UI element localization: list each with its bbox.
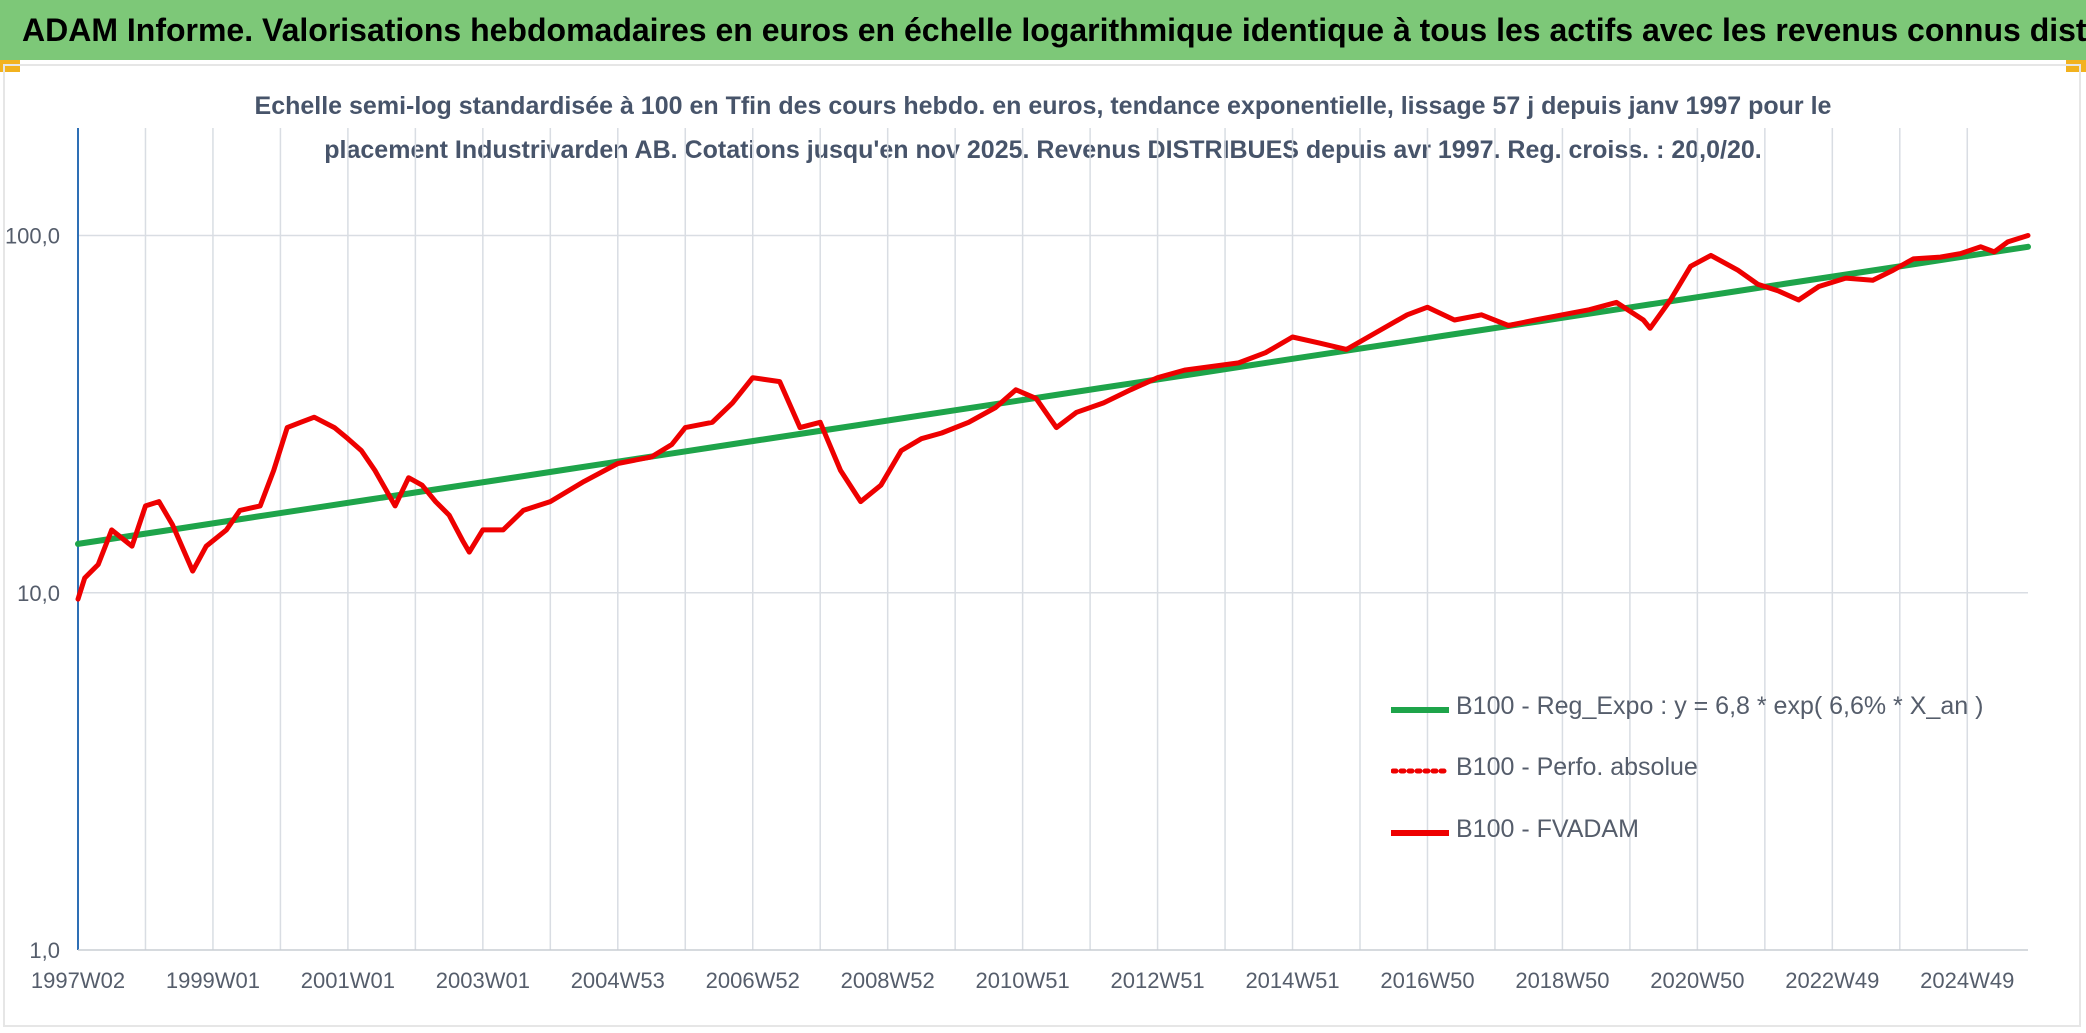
x-tick-label: 2024W49	[1920, 968, 2014, 993]
x-tick-label: 2010W51	[976, 968, 1070, 993]
x-tick-label: 2014W51	[1245, 968, 1339, 993]
corner-accent-left	[0, 60, 20, 72]
chart-title-line-2: placement Industrivarden AB. Cotations j…	[324, 136, 1762, 164]
legend-label-perfo: B100 - Perfo. absolue	[1456, 753, 1698, 781]
x-tick-label: 2004W53	[571, 968, 665, 993]
x-tick-label: 2020W50	[1650, 968, 1744, 993]
corner-accent-right	[2066, 60, 2086, 72]
x-tick-label: 2008W52	[841, 968, 935, 993]
x-tick-label: 2006W52	[706, 968, 800, 993]
x-tick-label: 2016W50	[1380, 968, 1474, 993]
legend-swatch-perfo	[1391, 768, 1449, 774]
series-line-2	[75, 233, 2031, 602]
y-tick-label: 10,0	[17, 581, 60, 606]
chart-title-line-1: Echelle semi-log standardisée à 100 en T…	[254, 92, 1832, 120]
legend-swatch-trend	[1391, 707, 1449, 713]
x-tick-label: 2022W49	[1785, 968, 1879, 993]
y-tick-label: 1,0	[29, 938, 60, 963]
report-title: ADAM Informe. Valorisations hebdomadaire…	[22, 12, 2086, 48]
series-line-0	[75, 243, 2031, 547]
chart-frame	[3, 64, 2081, 1027]
legend-label-fvadam: B100 - FVADAM	[1456, 815, 1639, 843]
x-tick-label: 2018W50	[1515, 968, 1609, 993]
x-tick-label: 1999W01	[166, 968, 260, 993]
x-tick-label: 2003W01	[436, 968, 530, 993]
legend-swatch-fvadam	[1391, 830, 1449, 836]
y-tick-label: 100,0	[5, 224, 60, 249]
header-bar	[0, 0, 2086, 60]
legend-label-trend: B100 - Reg_Expo : y = 6,8 * exp( 6,6% * …	[1456, 692, 1984, 720]
x-tick-label: 2012W51	[1110, 968, 1204, 993]
x-tick-label: 2001W01	[301, 968, 395, 993]
x-tick-label: 1997W02	[31, 968, 125, 993]
